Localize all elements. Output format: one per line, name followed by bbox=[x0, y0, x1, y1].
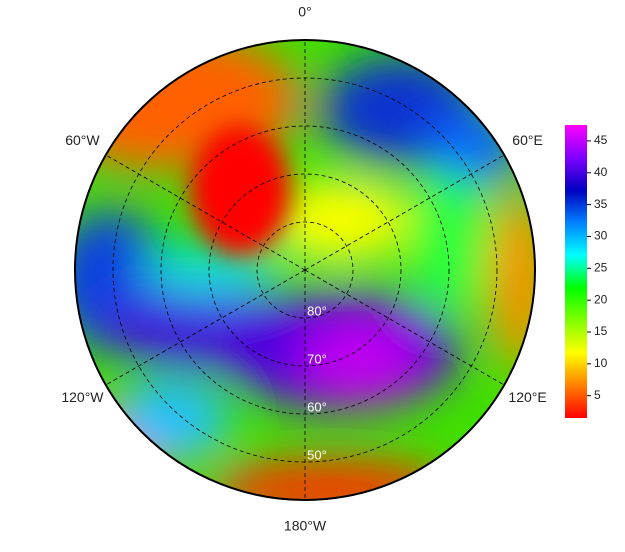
meridian bbox=[105, 269, 306, 386]
field bbox=[75, 40, 535, 500]
colorbar-tick-label: 15 bbox=[594, 324, 608, 338]
meridian bbox=[304, 154, 505, 271]
colorbar-tick-label: 35 bbox=[594, 197, 608, 211]
graticule bbox=[105, 40, 505, 500]
meridian bbox=[304, 269, 505, 386]
latitude-circle bbox=[208, 173, 402, 367]
meridian bbox=[105, 154, 306, 271]
longitude-label: 120°W bbox=[61, 389, 104, 405]
longitude-label: 60°W bbox=[65, 132, 100, 148]
latitude-label: 50° bbox=[307, 447, 327, 462]
latitude-circle bbox=[256, 221, 354, 319]
colorbar-tick-label: 5 bbox=[594, 388, 601, 402]
colorbar-bar bbox=[565, 125, 587, 418]
colorbar-tick-label: 40 bbox=[594, 165, 608, 179]
longitude-label: 60°E bbox=[512, 132, 543, 148]
latitude-label: 80° bbox=[307, 303, 327, 318]
longitude-label: 180°W bbox=[284, 518, 327, 534]
colorbar-tick-label: 45 bbox=[594, 133, 608, 147]
colorbar-tick-label: 20 bbox=[594, 292, 608, 306]
longitude-label: 0° bbox=[298, 4, 311, 20]
colorbar-tick-label: 25 bbox=[594, 260, 608, 274]
longitude-label: 120°E bbox=[508, 389, 546, 405]
map-edge bbox=[74, 39, 536, 501]
colorbar-tick-label: 30 bbox=[594, 229, 608, 243]
colorbar: 5 10 15 20 25 30 35 40 45 bbox=[565, 125, 608, 418]
colorbar-tick-label: 10 bbox=[594, 356, 608, 370]
latitude-label: 60° bbox=[307, 399, 327, 414]
latitude-label: 70° bbox=[307, 351, 327, 366]
